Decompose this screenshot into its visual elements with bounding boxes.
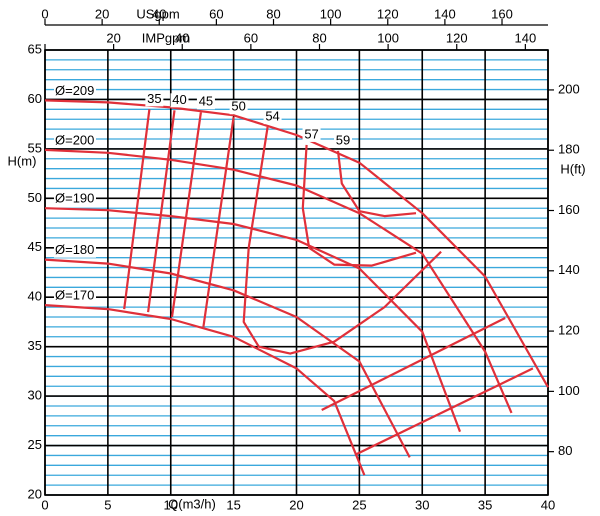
y-tick-label: 60: [28, 91, 42, 106]
top-tick-label: 100: [320, 6, 342, 21]
x-tick-label: 15: [226, 497, 240, 512]
top-axis-label: IMPgpm: [142, 30, 190, 45]
efficiency-label: 50: [231, 99, 245, 114]
top-tick-label: 140: [515, 30, 537, 45]
y-tick-label: 30: [28, 388, 42, 403]
diameter-label: Ø=190: [55, 191, 94, 206]
x-tick-label: 20: [289, 497, 303, 512]
efficiency-label: 45: [199, 94, 213, 109]
curve: [44, 304, 366, 476]
curve: [44, 258, 411, 458]
label-bg: [54, 243, 96, 258]
curve: [301, 144, 417, 267]
top-tick-label: 60: [244, 30, 258, 45]
y-tick-label: 35: [28, 338, 42, 353]
top-tick-label: 0: [41, 6, 48, 21]
label-bg: [170, 93, 189, 108]
x-axis-label: Q(m3/h): [168, 496, 216, 511]
y-tick-label: 40: [28, 289, 42, 304]
top-tick-label: 40: [152, 6, 166, 21]
y2-tick-label: 80: [558, 443, 572, 458]
label-bg: [145, 92, 164, 107]
label-bg: [302, 127, 321, 142]
efficiency-label: 40: [172, 92, 186, 107]
top-axis-label: USgpm: [136, 6, 179, 21]
y-tick-label: 65: [28, 41, 42, 56]
top-tick-label: 60: [209, 6, 223, 21]
curve: [123, 109, 151, 310]
efficiency-label: 35: [147, 91, 161, 106]
y2-tick-label: 200: [558, 81, 580, 96]
curve: [147, 110, 176, 313]
curve: [354, 367, 534, 456]
diameter-label: Ø=170: [55, 288, 94, 303]
top-tick-label: 120: [377, 6, 399, 21]
y-tick-label: 50: [28, 190, 42, 205]
curve: [44, 207, 462, 433]
x-tick-label: 10: [164, 497, 178, 512]
top-tick-label: 20: [95, 6, 109, 21]
top-tick-label: 40: [175, 30, 189, 45]
top-tick-label: 160: [491, 6, 513, 21]
x-tick-label: 0: [41, 497, 48, 512]
label-bg: [263, 110, 282, 125]
top-tick-label: 80: [266, 6, 280, 21]
curve: [321, 317, 506, 411]
curve: [44, 148, 513, 414]
label-bg: [54, 289, 96, 304]
y-tick-label: 25: [28, 437, 42, 452]
y2-axis-label: H(ft): [560, 161, 585, 176]
label-bg: [54, 133, 96, 148]
efficiency-label: 59: [336, 132, 350, 147]
diameter-label: Ø=180: [55, 242, 94, 257]
label-bg: [196, 95, 215, 110]
y2-tick-label: 160: [558, 202, 580, 217]
x-tick-label: 35: [478, 497, 492, 512]
top-tick-label: 100: [377, 30, 399, 45]
top-tick-label: 140: [434, 6, 456, 21]
y2-tick-label: 140: [558, 262, 580, 277]
curve: [336, 150, 417, 218]
efficiency-label: 54: [265, 109, 279, 124]
y-axis-label: H(m): [8, 153, 37, 168]
y-tick-label: 55: [28, 140, 42, 155]
curve: [202, 117, 235, 328]
y-tick-label: 20: [28, 486, 42, 501]
diameter-label: Ø=200: [55, 132, 94, 147]
x-tick-label: 40: [541, 497, 555, 512]
y2-tick-label: 120: [558, 323, 580, 338]
x-tick-label: 30: [415, 497, 429, 512]
plot-frame: [44, 49, 549, 496]
curve: [170, 112, 202, 318]
x-tick-label: 25: [352, 497, 366, 512]
label-bg: [54, 192, 96, 207]
top-tick-label: 80: [312, 30, 326, 45]
diameter-label: Ø=209: [55, 83, 94, 98]
curve: [44, 99, 549, 388]
y2-tick-label: 180: [558, 142, 580, 157]
top-tick-label: 20: [106, 30, 120, 45]
curve: [242, 126, 442, 355]
label-bg: [54, 84, 96, 99]
efficiency-label: 57: [304, 126, 318, 141]
x-tick-label: 5: [104, 497, 111, 512]
y2-tick-label: 100: [558, 383, 580, 398]
top-tick-label: 120: [446, 30, 468, 45]
label-bg: [333, 133, 352, 148]
y-tick-label: 45: [28, 239, 42, 254]
label-bg: [229, 100, 248, 115]
